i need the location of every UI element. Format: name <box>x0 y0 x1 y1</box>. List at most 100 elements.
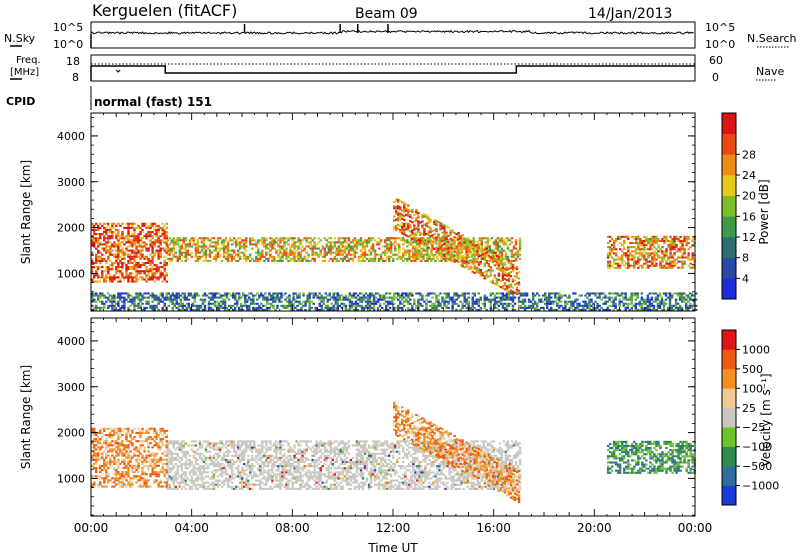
echo-cell <box>293 247 296 250</box>
echo-cell <box>471 308 474 311</box>
echo-cell <box>606 256 610 259</box>
echo-cell <box>95 300 98 303</box>
echo-cell <box>212 456 216 459</box>
echo-cell <box>677 248 680 251</box>
echo-cell <box>606 246 610 249</box>
echo-cell <box>105 249 108 252</box>
echo-cell <box>295 241 298 244</box>
echo-cell <box>473 263 476 266</box>
echo-cell <box>151 245 154 248</box>
echo-cell <box>463 262 466 265</box>
echo-cell <box>223 308 227 311</box>
echo-cell <box>271 259 274 262</box>
echo-cell <box>121 231 124 234</box>
echo-cell <box>681 244 684 247</box>
echo-cell <box>588 298 591 301</box>
echo-cell <box>507 292 511 295</box>
echo-cell <box>574 308 577 311</box>
echo-cell <box>113 222 116 225</box>
echo-cell <box>335 241 339 244</box>
echo-cell <box>212 481 216 484</box>
nsearch-label: N.Search <box>747 32 797 45</box>
echo-cell <box>123 237 126 240</box>
echo-cell <box>330 306 333 309</box>
echo-cell <box>403 300 406 303</box>
echo-cell <box>267 257 270 260</box>
echo-cell <box>422 247 425 250</box>
echo-cell <box>163 278 166 281</box>
echo-cell <box>161 266 164 269</box>
echo-cell <box>147 231 150 234</box>
echo-cell <box>210 237 214 240</box>
echo-cell <box>232 255 236 258</box>
echo-cell <box>266 300 269 303</box>
echo-cell <box>608 308 611 311</box>
echo-cell <box>344 294 348 297</box>
echo-cell <box>243 257 246 260</box>
echo-cell <box>495 306 499 309</box>
echo-cell <box>423 229 426 232</box>
echo-cell <box>491 259 495 262</box>
echo-cell <box>151 308 154 311</box>
echo-cell <box>129 222 132 225</box>
echo-cell <box>170 249 173 252</box>
echo-cell <box>192 456 196 459</box>
echo-cell <box>594 294 597 297</box>
echo-cell <box>145 247 148 250</box>
echo-cell <box>249 255 252 258</box>
echo-cell <box>669 256 672 259</box>
echo-cell <box>501 287 505 290</box>
echo-cell <box>149 253 152 256</box>
echo-cell <box>254 306 257 309</box>
echo-cell <box>289 245 292 248</box>
echo-cell <box>216 456 220 459</box>
echo-cell <box>216 446 220 449</box>
echo-cell <box>667 262 670 265</box>
echo-cell <box>208 444 212 447</box>
echo-band-ground-scatter-grey <box>166 440 522 490</box>
echo-cell <box>439 222 442 225</box>
echo-cell <box>397 199 400 202</box>
echo-cell <box>269 243 272 246</box>
echo-cell <box>200 444 204 447</box>
echo-cell <box>562 294 565 297</box>
echo-cell <box>643 256 646 259</box>
echo-cell <box>431 242 434 245</box>
echo-cell <box>321 247 324 250</box>
echo-cell <box>187 304 191 307</box>
echo-cell <box>163 266 166 269</box>
echo-cell <box>145 302 148 305</box>
echo-cell <box>660 302 664 305</box>
echo-cell <box>163 233 166 236</box>
echo-cell <box>411 306 414 309</box>
echo-cell <box>673 262 676 265</box>
echo-cell <box>493 294 497 297</box>
echo-cell <box>288 300 291 303</box>
echo-cell <box>469 308 472 311</box>
echo-cell <box>135 304 138 307</box>
echo-cell <box>309 243 312 246</box>
echo-cell <box>584 304 587 307</box>
echo-cell <box>299 243 302 246</box>
echo-cell <box>692 302 696 305</box>
echo-cell <box>176 481 179 484</box>
echo-cell <box>103 259 106 262</box>
echo-cell <box>403 231 406 234</box>
echo-cell <box>243 239 246 242</box>
echo-cell <box>331 251 335 254</box>
echo-cell <box>393 306 396 309</box>
echo-cell <box>201 300 205 303</box>
echo-cell <box>263 245 266 248</box>
echo-cell <box>403 214 406 217</box>
echo-cell <box>137 226 140 229</box>
echo-cell <box>99 255 102 258</box>
echo-cell <box>178 251 181 254</box>
echo-cell <box>222 465 226 468</box>
echo-cell <box>341 241 345 244</box>
echo-cell <box>393 308 396 311</box>
echo-cell <box>105 237 108 240</box>
echo-cell <box>194 471 198 474</box>
echo-cell <box>608 250 612 253</box>
echo-cell <box>455 255 458 258</box>
echo-cell <box>612 258 616 261</box>
